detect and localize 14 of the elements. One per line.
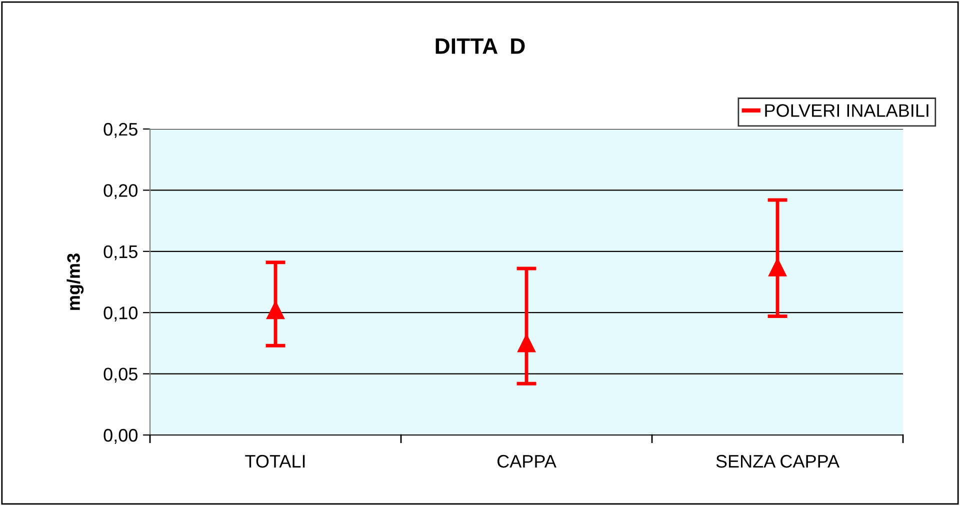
point	[517, 334, 536, 352]
y-tick-label: 0,10	[104, 306, 138, 322]
chart-title: DITTA D	[436, 38, 525, 54]
y-tick-label: 0,05	[104, 368, 138, 383]
point	[266, 301, 285, 320]
y-axis-title: mg/m3	[66, 254, 84, 310]
x-tick-label: CAPPA	[497, 454, 556, 468]
y-tick-label: 0,20	[104, 184, 138, 200]
y-tick-label: 0,15	[104, 245, 138, 260]
x-tick-label: SENZA CAPPA	[716, 454, 840, 468]
legend-label: POLVERI INALABILI	[765, 104, 928, 117]
x-tick-label: TOTALI	[245, 454, 305, 468]
y-tick-label: 0,00	[104, 428, 138, 444]
y-tick-label: 0,25	[104, 122, 138, 138]
